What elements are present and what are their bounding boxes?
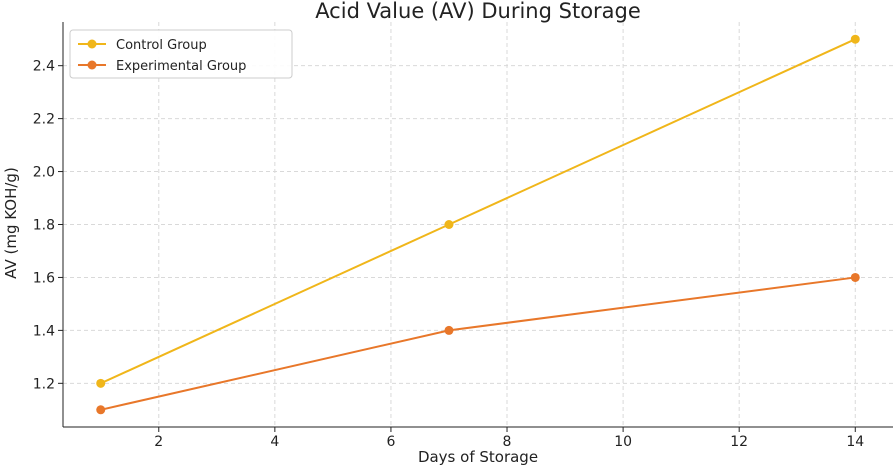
x-tick-label: 12 (730, 434, 748, 450)
legend: Control Group Experimental Group (69, 29, 293, 79)
legend-box (69, 29, 293, 79)
legend-label-1: Experimental Group (116, 59, 246, 74)
x-axis-label: Days of Storage (418, 448, 538, 465)
series-line-0 (100, 38, 856, 385)
y-tick-label: 2.0 (33, 165, 55, 181)
y-axis-label: AV (mg KOH/g) (2, 167, 20, 279)
series-line-1 (100, 276, 856, 411)
data-point-1 (444, 325, 454, 335)
y-tick-label: 1.2 (33, 376, 55, 392)
grid-layer (63, 22, 893, 427)
data-point-0 (850, 34, 860, 44)
y-tick-label: 2.4 (33, 59, 55, 75)
chart-title: Acid Value (AV) During Storage (315, 0, 641, 23)
y-tick-label: 1.6 (33, 270, 55, 286)
y-tick-label: 1.8 (33, 218, 55, 234)
axes-layer: 2 4 6 8 10 12 14 1.2 1.4 1.6 1.8 2.0 2.2 2.4 (33, 22, 893, 450)
x-tick-label: 8 (503, 434, 512, 450)
y-tick-label: 1.4 (33, 323, 55, 339)
legend-marker-1 (87, 60, 97, 70)
x-tick-label: 2 (154, 434, 163, 450)
data-point-0 (444, 220, 454, 229)
x-tick-label: 6 (386, 434, 395, 450)
data-point-0 (96, 378, 106, 388)
x-tick-label: 14 (846, 434, 864, 450)
legend-marker-0 (87, 39, 97, 49)
x-tick-label: 4 (270, 434, 279, 450)
x-tick-label: 10 (614, 434, 632, 450)
y-tick-label: 2.2 (33, 112, 55, 128)
data-point-1 (96, 405, 106, 415)
series-layer (96, 34, 860, 415)
legend-label-0: Control Group (116, 38, 207, 53)
data-point-1 (850, 272, 860, 282)
